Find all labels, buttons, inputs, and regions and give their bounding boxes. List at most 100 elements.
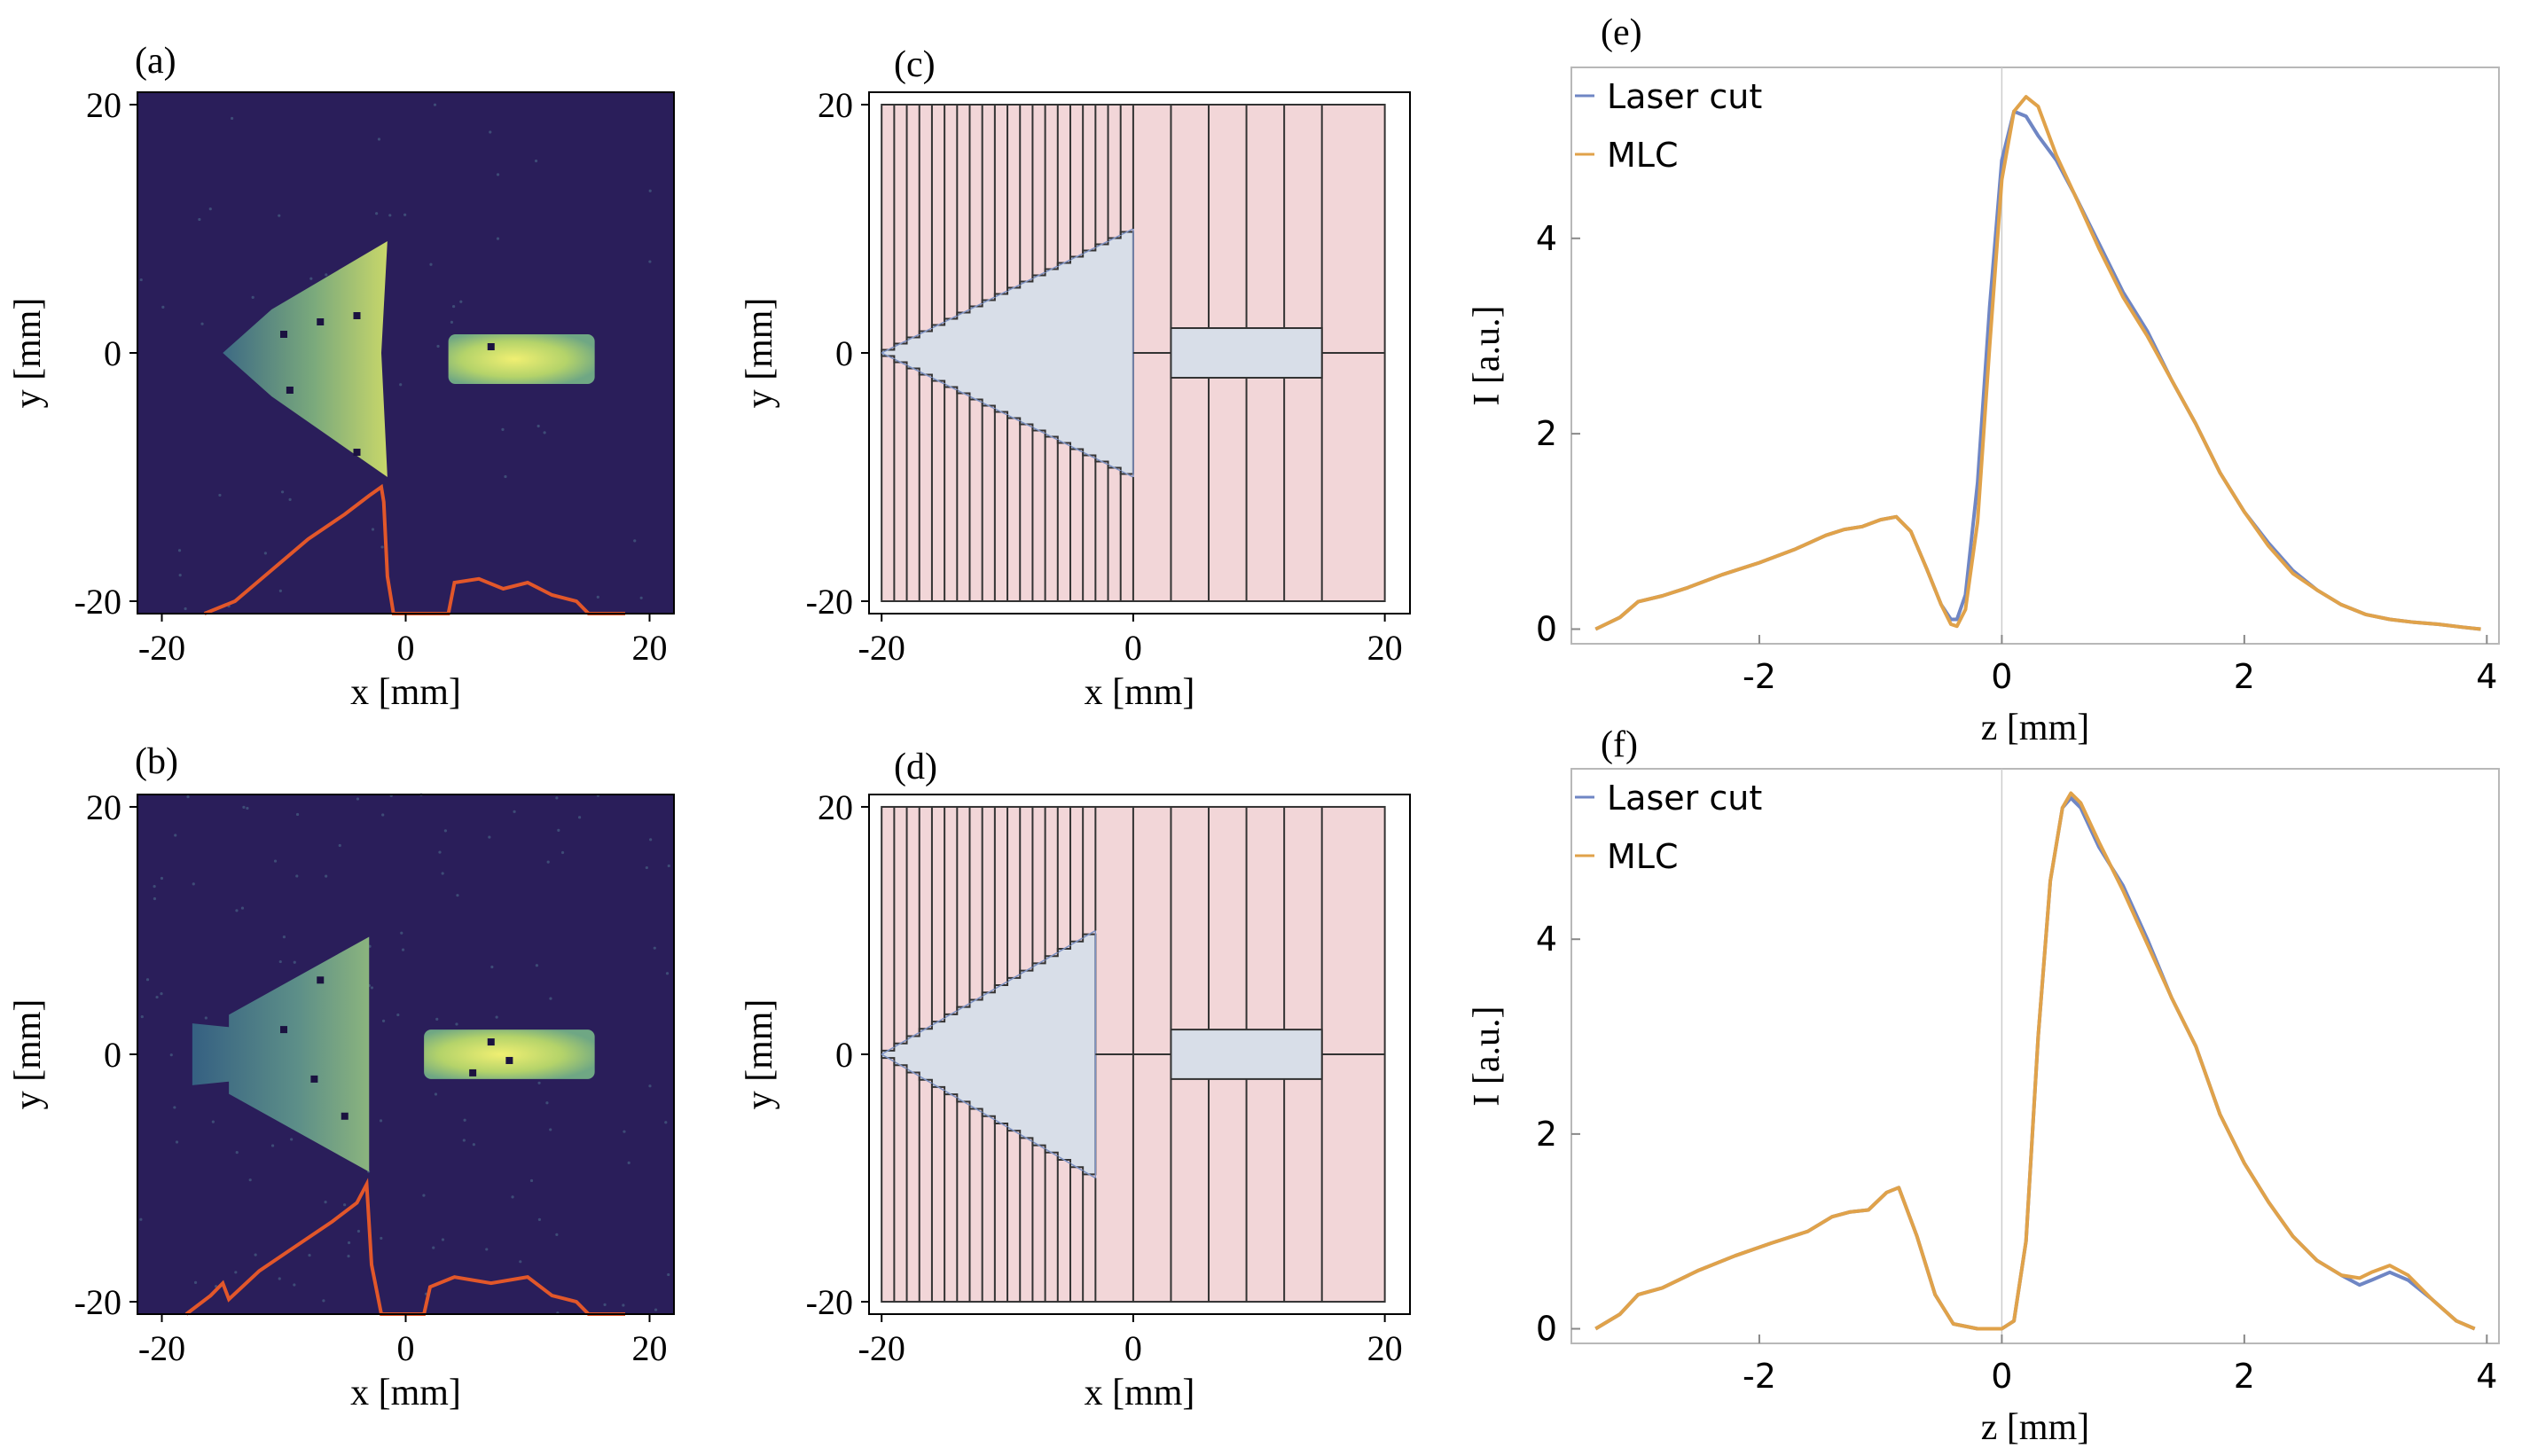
x-tick-label: -2 <box>1743 657 1776 696</box>
x-tick-label: -20 <box>138 1328 185 1368</box>
noise-speck <box>192 882 195 886</box>
noise-speck <box>537 424 540 428</box>
y-tick-label: 0 <box>1536 609 1557 648</box>
legend-entry: MLC <box>1607 837 1679 876</box>
x-axis-label: z [mm] <box>1981 708 2089 748</box>
y-tick-label: -20 <box>74 1282 121 1322</box>
panel-d: -20 0 20 -20 0 20 x [mm] y [mm] (d) <box>740 747 1411 1413</box>
y-axis-label: y [mm] <box>8 298 49 409</box>
noise-speck <box>282 935 286 939</box>
noise-speck <box>248 1178 252 1182</box>
noise-speck <box>603 1303 607 1307</box>
x-tick-label: -2 <box>1743 1357 1776 1396</box>
y-axis-label: y [mm] <box>8 999 49 1110</box>
noise-speck <box>186 795 190 799</box>
noise-speck <box>534 159 538 163</box>
y-tick-label: -20 <box>74 582 121 622</box>
noise-speck <box>278 589 282 592</box>
noise-speck <box>648 260 652 263</box>
noise-speck <box>513 810 516 813</box>
x-tick-label: 0 <box>1124 628 1142 668</box>
mlc-rectangle-aperture <box>1170 1029 1323 1080</box>
plot-frame <box>1570 67 2500 645</box>
noise-speck <box>325 874 328 878</box>
noise-speck <box>451 304 456 309</box>
y-tick-label: 4 <box>1536 920 1557 959</box>
noise-speck <box>496 237 500 240</box>
noise-speck <box>403 213 407 216</box>
noise-speck <box>463 1118 466 1122</box>
noise-speck <box>371 528 375 531</box>
noise-speck <box>139 278 143 282</box>
y-tick-label: 0 <box>104 333 121 373</box>
marker-dot <box>317 318 325 325</box>
noise-speck <box>175 1140 179 1144</box>
noise-speck <box>537 1217 542 1221</box>
noise-speck <box>234 1271 238 1274</box>
y-tick-label: 20 <box>86 787 121 827</box>
noise-speck <box>278 214 281 217</box>
noise-speck <box>174 834 177 837</box>
noise-speck <box>501 427 505 431</box>
y-tick-label: 2 <box>1536 414 1557 453</box>
marker-dot <box>280 331 287 338</box>
noise-speck <box>436 344 440 348</box>
noise-speck <box>450 320 453 324</box>
noise-speck <box>273 859 278 863</box>
y-tick-label: 20 <box>818 787 853 827</box>
noise-speck <box>160 991 163 996</box>
x-tick-label: -20 <box>138 628 185 668</box>
noise-speck <box>664 1121 668 1124</box>
noise-speck <box>462 1139 466 1142</box>
noise-speck <box>639 596 643 599</box>
panel-e: -2 0 2 4 0 2 4 z [mm] I [a.u.] (e) Laser cut MLC <box>1467 12 2500 748</box>
noise-speck <box>270 1144 275 1147</box>
panel-f: -2 0 2 4 0 2 4 z [mm] I [a.u.] (f) Laser cut MLC <box>1467 724 2500 1448</box>
x-tick-label: 20 <box>632 628 668 668</box>
marker-dot <box>487 1038 495 1046</box>
noise-speck <box>288 497 292 501</box>
noise-speck <box>488 835 491 839</box>
noise-speck <box>381 1019 386 1022</box>
y-axis-label: I [a.u.] <box>1467 1006 1508 1106</box>
noise-speck <box>434 1092 438 1096</box>
x-tick-label: 0 <box>397 1328 415 1368</box>
panel-a: -20 0 20 -20 0 20 x [mm] y [mm] (a) <box>8 41 675 713</box>
noise-speck <box>308 1253 311 1257</box>
beam-rectangle <box>424 1029 595 1079</box>
noise-speck <box>231 116 234 121</box>
noise-speck <box>338 843 341 848</box>
noise-speck <box>485 1248 489 1251</box>
beam-rectangle <box>448 334 595 384</box>
noise-speck <box>173 1106 176 1109</box>
noise-speck <box>653 946 656 950</box>
noise-speck <box>665 972 670 975</box>
noise-speck <box>235 909 239 912</box>
noise-speck <box>356 1229 361 1233</box>
noise-speck <box>177 549 182 552</box>
plot-frame <box>1570 768 2500 1344</box>
noise-speck <box>645 865 648 870</box>
noise-speck <box>388 214 392 217</box>
noise-speck <box>254 1253 257 1256</box>
noise-speck <box>648 189 652 192</box>
noise-speck <box>263 552 267 555</box>
y-tick-label: 0 <box>835 333 853 373</box>
noise-speck <box>145 978 150 982</box>
noise-speck <box>293 1283 296 1287</box>
noise-speck <box>401 948 405 951</box>
noise-speck <box>633 539 637 543</box>
noise-speck <box>322 1299 325 1303</box>
noise-speck <box>623 1130 626 1133</box>
noise-speck <box>627 1161 630 1164</box>
noise-speck <box>347 1241 351 1245</box>
y-tick-label: -20 <box>806 582 853 622</box>
noise-speck <box>200 322 204 325</box>
marker-dot <box>487 343 495 350</box>
y-tick-label: 2 <box>1536 1115 1557 1154</box>
noise-speck <box>240 906 245 910</box>
noise-speck <box>441 1238 445 1241</box>
noise-speck <box>490 965 494 969</box>
x-tick-label: 0 <box>1991 657 2012 696</box>
panel-label: (c) <box>894 44 936 85</box>
